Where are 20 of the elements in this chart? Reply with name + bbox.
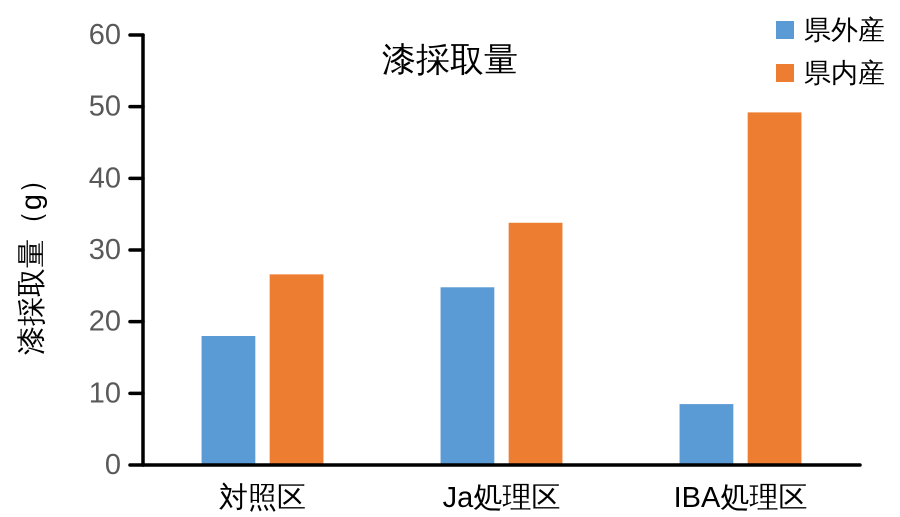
bar [202,336,256,465]
y-tick-label: 10 [88,377,121,410]
bar [440,287,494,465]
y-tick-label: 30 [88,234,121,266]
x-tick-label: IBA処理区 [674,482,808,514]
bar [270,274,324,465]
x-tick-label: 対照区 [219,482,306,514]
bar [748,112,802,465]
y-tick-label: 60 [88,19,121,51]
y-tick-label: 20 [88,306,121,338]
y-tick-label: 0 [104,449,121,481]
bar [508,222,562,465]
legend-label: 県内産 [804,58,885,88]
bar [680,404,734,465]
y-tick-label: 40 [88,162,121,194]
chart-title: 漆採取量 [382,41,518,79]
legend-label: 県外産 [804,15,885,45]
x-tick-label: Ja処理区 [442,482,560,514]
y-axis-title: 漆採取量（g） [16,164,48,356]
y-tick-label: 50 [88,90,121,123]
